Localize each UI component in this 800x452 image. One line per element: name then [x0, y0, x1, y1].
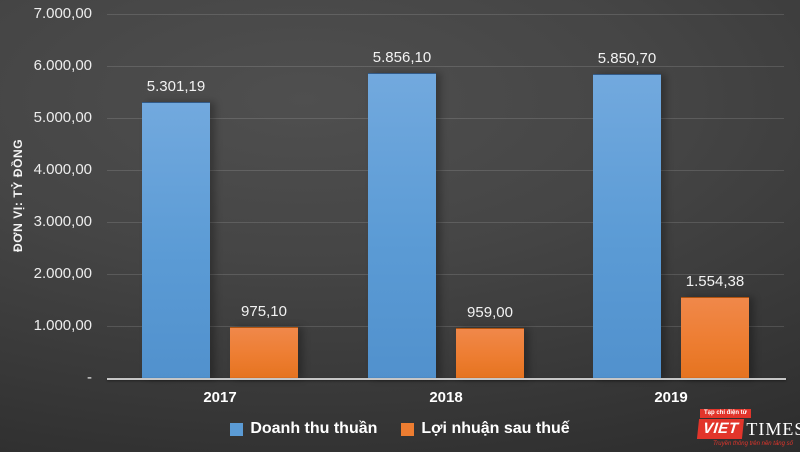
legend-swatch-icon [230, 422, 244, 436]
viettimes-logo: Tạp chí điện tử VIET TIMES Truyền thông … [696, 401, 800, 448]
logo-times-text: TIMES [746, 419, 800, 439]
y-axis-tick-label: 2.000,00 [33, 265, 92, 282]
legend-label: Doanh thu thuần [250, 420, 378, 437]
y-axis-tick-label: 4.000,00 [33, 161, 92, 178]
logo-tagline-top: Tạp chí điện tử [700, 409, 752, 418]
x-axis-category-label: 2019 [654, 389, 688, 406]
legend-swatch-icon [401, 422, 415, 436]
gridline [107, 274, 784, 275]
data-label: 1.554,38 [685, 273, 745, 290]
x-axis-line [107, 378, 786, 380]
gridline [107, 118, 784, 119]
bar-2017-series-0[interactable] [142, 102, 210, 379]
gridline [107, 222, 784, 223]
data-label: 959,00 [467, 304, 513, 321]
legend-item-series-0[interactable]: Doanh thu thuần [230, 420, 377, 438]
y-axis-tick-label: 7.000,00 [33, 5, 92, 22]
y-axis-title: ĐƠN VỊ: TỶ ĐỒNG [11, 138, 25, 252]
data-label: 5.856,10 [372, 49, 432, 66]
x-axis-category-label: 2018 [429, 389, 463, 406]
data-label: 5.301,19 [146, 78, 206, 95]
bar-2018-series-0[interactable] [368, 73, 436, 379]
bar-2019-series-1[interactable] [681, 297, 749, 379]
logo-brand: VIET TIMES [696, 419, 800, 439]
y-axis-tick-label: 5.000,00 [33, 109, 92, 126]
y-axis-tick-label: 1.000,00 [33, 317, 92, 334]
x-axis-category-label: 2017 [203, 389, 237, 406]
gridline [107, 66, 784, 67]
data-label: 975,10 [241, 303, 287, 320]
legend-item-series-1[interactable]: Lợi nhuận sau thuế [401, 420, 570, 438]
y-axis-tick-label: 3.000,00 [33, 213, 92, 230]
legend-label: Lợi nhuận sau thuế [421, 420, 570, 437]
legend: Doanh thu thuần Lợi nhuận sau thuế [0, 420, 800, 438]
logo-viet-text: VIET [696, 419, 745, 439]
gridline [107, 170, 784, 171]
gridline [107, 326, 784, 327]
gridline [107, 14, 784, 15]
y-axis-tick-label: - [87, 369, 92, 386]
bar-2018-series-1[interactable] [456, 328, 524, 379]
bar-2019-series-0[interactable] [593, 74, 661, 379]
y-axis-tick-label: 6.000,00 [33, 57, 92, 74]
data-label: 5.850,70 [597, 50, 657, 67]
bar-2017-series-1[interactable] [230, 327, 298, 379]
logo-tagline-bottom: Truyền thông trên nền tảng số [713, 441, 793, 447]
